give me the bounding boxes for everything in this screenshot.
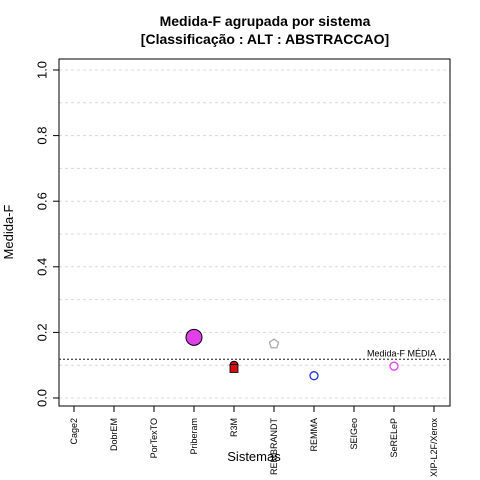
x-tick-label: SEIGeo: [349, 418, 359, 450]
y-tick-label: 0.6: [35, 192, 50, 210]
chart-title: Medida-F agrupada por sistema: [160, 13, 371, 29]
y-tick-label: 0.4: [35, 258, 50, 276]
data-point: [185, 328, 203, 346]
x-tick-label: Cage2: [69, 418, 79, 445]
x-tick-label: REMMA: [309, 418, 319, 452]
data-point: [229, 364, 239, 373]
data-point: [309, 371, 319, 381]
x-tick-label: DobrEM: [109, 418, 119, 451]
y-axis-label: Medida-F: [1, 204, 16, 259]
y-tick-label: 0.2: [35, 323, 50, 341]
x-tick-label: SeRELeP: [389, 418, 399, 458]
x-axis-label: Sistemas: [227, 449, 281, 464]
x-axis: Cage2 DobrEM PorTexTO Priberam R3M REMBRANDT R…: [69, 406, 439, 477]
data-point: [268, 338, 280, 349]
x-tick-label: R3M: [229, 418, 239, 437]
reference-line-layer: Medida-F MÉDIA: [59, 348, 450, 360]
x-tick-label: PorTexTO: [149, 418, 159, 458]
points-layer: [185, 328, 399, 381]
x-tick-label: XIP-L2F/Xerox: [429, 418, 439, 478]
x-tick-label: Priberam: [189, 418, 199, 455]
y-tick-label: 1.0: [35, 61, 50, 79]
reference-line-label: Medida-F MÉDIA: [367, 348, 436, 358]
y-axis: 0.0 0.2 0.4 0.6 0.8 1.0: [35, 61, 59, 407]
grid-layer: [59, 69, 450, 399]
data-point: [389, 361, 399, 371]
y-tick-label: 0.0: [35, 389, 50, 407]
chart-subtitle: [Classificação : ALT : ABSTRACCAO]: [141, 31, 389, 47]
plot-frame: [58, 58, 451, 407]
x-tick-label: REMBRANDT: [269, 418, 279, 476]
y-tick-label: 0.8: [35, 127, 50, 145]
